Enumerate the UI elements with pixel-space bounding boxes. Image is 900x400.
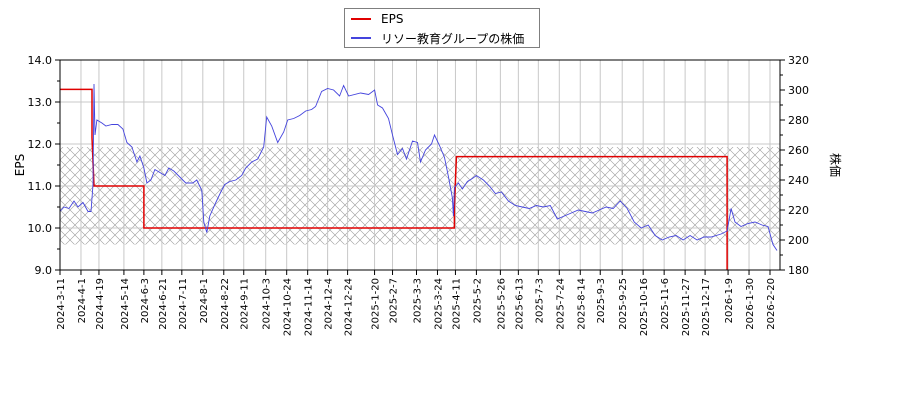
x-tick-label: 2025-12-17 <box>701 278 712 336</box>
left-axis-ticks: 9.0 10.0 11.0 12.0 13.0 14.0 <box>28 54 60 277</box>
x-tick-label: 2024-12-4 <box>324 278 335 330</box>
legend-swatch-price <box>351 37 371 39</box>
legend-swatch-eps <box>351 18 371 20</box>
right-axis-ticks: 180 200 220 240 260 280 300 320 <box>780 54 809 277</box>
x-tick-label: 2025-1-20 <box>371 278 382 330</box>
x-tick-label: 2025-3-3 <box>412 278 423 323</box>
right-tick-label: 280 <box>788 114 809 127</box>
x-tick-label: 2024-9-11 <box>240 278 251 330</box>
x-tick-label: 2025-10-16 <box>639 278 650 336</box>
left-tick-label: 11.0 <box>28 180 53 193</box>
x-tick-label: 2025-3-24 <box>433 278 444 330</box>
left-tick-label: 9.0 <box>35 264 53 277</box>
x-tick-label: 2024-6-21 <box>158 278 169 330</box>
right-tick-label: 200 <box>788 234 809 247</box>
x-axis-ticks: 2024-3-11 2024-4-1 2024-4-19 2024-5-14 2024-… <box>56 270 777 336</box>
x-tick-label: 2024-3-11 <box>56 278 67 330</box>
x-tick-label: 2024-4-1 <box>77 278 88 323</box>
x-tick-label: 2025-6-13 <box>514 278 525 330</box>
x-tick-label: 2025-5-2 <box>472 278 483 323</box>
x-tick-label: 2025-7-24 <box>555 278 566 330</box>
left-tick-label: 10.0 <box>28 222 53 235</box>
right-tick-label: 300 <box>788 84 809 97</box>
x-tick-label: 2024-10-3 <box>262 278 273 330</box>
x-tick-label: 2024-8-1 <box>199 278 210 323</box>
x-tick-label: 2025-11-6 <box>660 278 671 330</box>
x-tick-label: 2024-4-19 <box>95 278 106 330</box>
left-tick-label: 13.0 <box>28 96 53 109</box>
x-tick-label: 2025-2-7 <box>389 278 400 323</box>
legend-item-eps: EPS <box>351 10 403 28</box>
eps-line <box>60 88 728 270</box>
x-tick-label: 2024-11-14 <box>304 278 315 336</box>
x-tick-label: 2024-5-14 <box>120 278 131 330</box>
left-tick-label: 12.0 <box>28 138 53 151</box>
right-tick-label: 240 <box>788 174 809 187</box>
x-tick-label: 2024-8-22 <box>220 278 231 330</box>
x-tick-label: 2024-12-24 <box>344 278 355 336</box>
x-tick-label: 2025-4-11 <box>451 278 462 330</box>
right-axis-title: 株価 <box>828 153 843 177</box>
x-tick-label: 2026-1-30 <box>745 278 756 330</box>
x-tick-label: 2024-10-24 <box>283 278 294 336</box>
x-tick-label: 2026-1-9 <box>724 278 735 323</box>
right-tick-label: 180 <box>788 264 809 277</box>
left-tick-label: 14.0 <box>28 54 53 67</box>
right-tick-label: 220 <box>788 204 809 217</box>
price-line <box>60 83 778 251</box>
x-tick-label: 2024-7-11 <box>178 278 189 330</box>
legend-label-price: リソー教育グループの株価 <box>381 31 525 46</box>
series-lines <box>60 83 778 270</box>
x-tick-label: 2024-6-3 <box>140 278 151 323</box>
right-tick-label: 320 <box>788 54 809 67</box>
legend: EPS リソー教育グループの株価 <box>344 8 540 48</box>
x-tick-label: 2025-9-3 <box>596 278 607 323</box>
x-tick-label: 2026-2-20 <box>766 278 777 330</box>
x-tick-label: 2025-9-25 <box>618 278 629 330</box>
right-tick-label: 260 <box>788 144 809 157</box>
legend-item-price: リソー教育グループの株価 <box>351 29 524 47</box>
x-tick-label: 2025-7-3 <box>534 278 545 323</box>
x-tick-label: 2025-8-14 <box>576 278 587 330</box>
x-tick-label: 2025-11-27 <box>681 278 692 336</box>
legend-label-eps: EPS <box>381 12 404 26</box>
x-tick-label: 2025-5-26 <box>496 278 507 330</box>
left-axis-title: EPS <box>13 154 27 176</box>
